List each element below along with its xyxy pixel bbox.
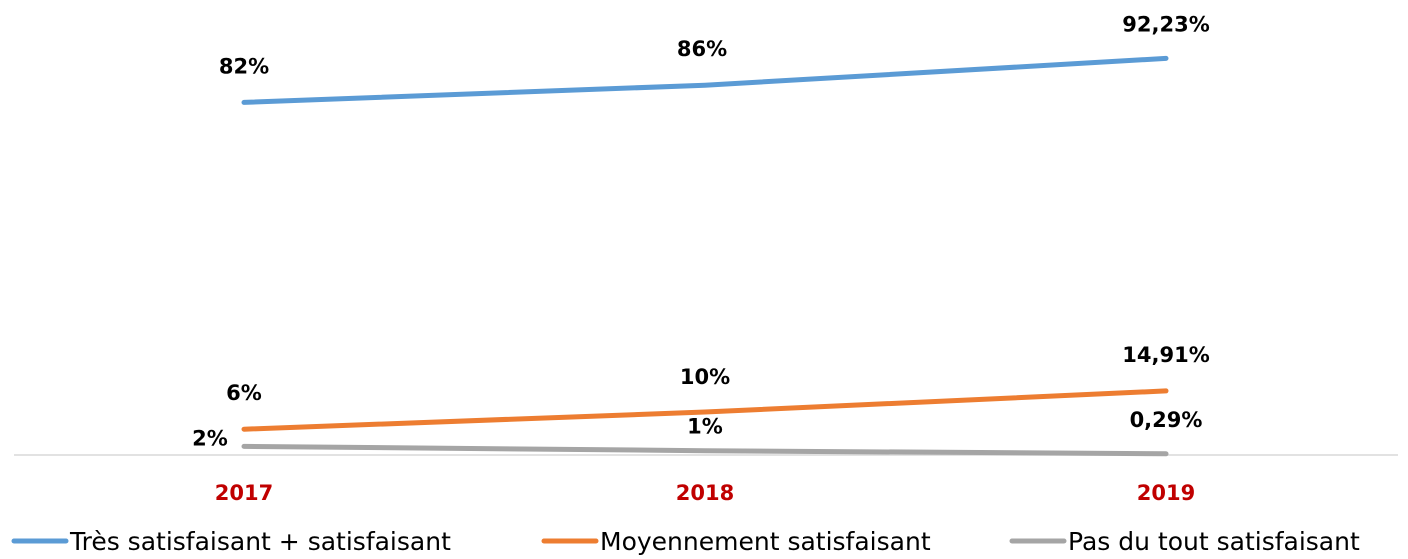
data-label-tres-satisfaisant-2017: 82% xyxy=(219,54,269,78)
data-label-tres-satisfaisant-2018: 86% xyxy=(677,37,727,61)
x-tick-label-2017: 2017 xyxy=(215,481,273,505)
data-label-moyennement-satisfaisant-2017: 6% xyxy=(226,381,262,405)
data-label-tres-satisfaisant-2019: 92,23% xyxy=(1122,12,1209,36)
data-label-pas-du-tout-satisfaisant-2018: 1% xyxy=(687,415,723,439)
x-tick-label-2019: 2019 xyxy=(1137,481,1195,505)
series-layer xyxy=(241,55,1169,457)
data-label-moyennement-satisfaisant-2019: 14,91% xyxy=(1122,343,1209,367)
legend-item-moyennement-satisfaisant: Moyennement satisfaisant xyxy=(541,527,931,556)
series-line-moyennement-satisfaisant xyxy=(241,388,1169,432)
data-label-pas-du-tout-satisfaisant-2019: 0,29% xyxy=(1130,408,1203,432)
data-label-moyennement-satisfaisant-2018: 10% xyxy=(680,365,730,389)
series-line-pas-du-tout-satisfaisant xyxy=(241,443,1169,457)
legend-label-moyennement-satisfaisant: Moyennement satisfaisant xyxy=(600,527,931,556)
legend-item-tres-satisfaisant: Très satisfaisant + satisfaisant xyxy=(11,527,451,556)
data-label-pas-du-tout-satisfaisant-2017: 2% xyxy=(192,426,228,450)
category-label-layer: 2017 2018 2019 xyxy=(215,481,1195,505)
legend: Très satisfaisant + satisfaisant Moyennem… xyxy=(11,527,1360,556)
data-label-layer: 82% 86% 92,23% 6% 10% 14,91% 2% 1% 0,29% xyxy=(192,12,1210,450)
legend-label-pas-du-tout-satisfaisant: Pas du tout satisfaisant xyxy=(1068,527,1360,556)
legend-item-pas-du-tout-satisfaisant: Pas du tout satisfaisant xyxy=(1009,527,1360,556)
x-tick-label-2018: 2018 xyxy=(676,481,734,505)
legend-label-tres-satisfaisant: Très satisfaisant + satisfaisant xyxy=(69,527,451,556)
series-line-tres-satisfaisant xyxy=(241,55,1169,105)
